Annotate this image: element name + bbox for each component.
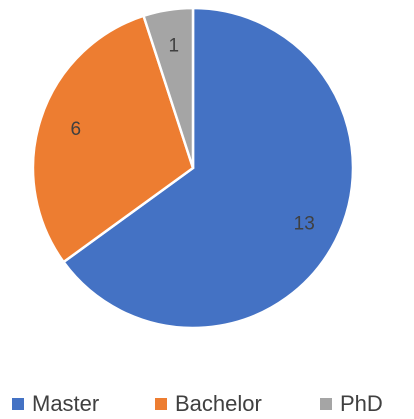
data-label: 13 (294, 214, 315, 235)
pie-slice (31, 14, 195, 264)
legend-swatch (155, 398, 167, 410)
legend-label: Bachelor (175, 391, 262, 416)
pie-slice (141, 6, 195, 169)
legend-label: Master (32, 391, 99, 416)
legend-swatch (12, 398, 24, 410)
data-label: 6 (71, 119, 82, 140)
pie-slice (61, 6, 355, 330)
legend-swatch (320, 398, 332, 410)
data-label: 1 (168, 35, 179, 56)
legend-label: PhD (340, 391, 383, 416)
